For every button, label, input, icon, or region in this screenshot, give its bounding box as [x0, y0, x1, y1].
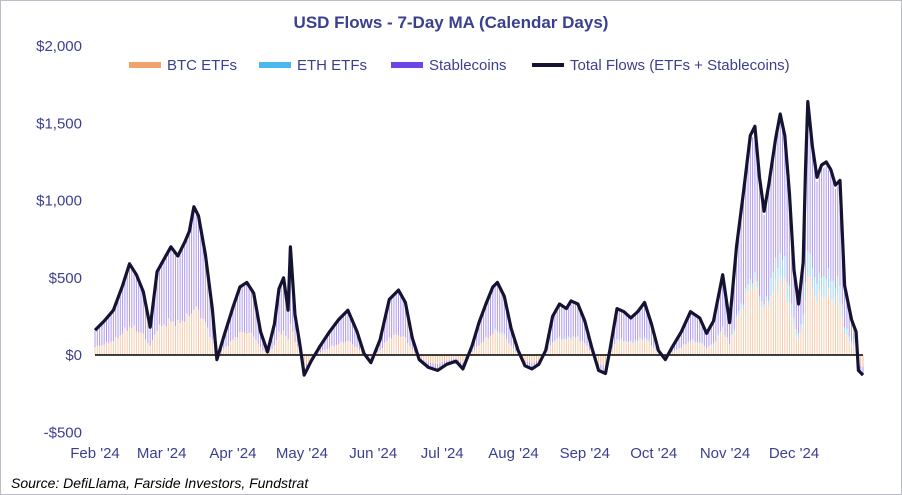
y-tick-label: -$500	[44, 424, 82, 441]
x-tick-label: Oct '24	[630, 445, 677, 462]
legend-label-eth-etfs: ETH ETFs	[297, 57, 367, 74]
y-tick-label: $2,000	[36, 38, 82, 55]
total-flows-line	[93, 100, 865, 377]
x-tick-label: Sep '24	[560, 445, 610, 462]
y-axis: $2,000 $1,500 $1,000 $500 $0 -$500	[36, 38, 82, 441]
x-tick-label: Nov '24	[700, 445, 750, 462]
x-tick-label: May '24	[276, 445, 328, 462]
x-tick-label: Jun '24	[349, 445, 397, 462]
x-tick-label: Aug '24	[488, 445, 538, 462]
y-tick-label: $0	[65, 347, 82, 364]
x-tick-label: Apr '24	[209, 445, 256, 462]
x-tick-label: Mar '24	[137, 445, 187, 462]
legend: BTC ETFs ETH ETFs Stablecoins Total Flow…	[129, 57, 790, 74]
x-tick-label: Dec '24	[769, 445, 819, 462]
legend-label-stablecoins: Stablecoins	[429, 57, 507, 74]
source-note: Source: DefiLlama, Farside Investors, Fu…	[11, 475, 309, 491]
legend-swatch-stablecoins	[391, 62, 423, 68]
y-tick-label: $1,500	[36, 115, 82, 132]
legend-swatch-eth-etfs	[259, 62, 291, 68]
x-tick-label: Feb '24	[70, 445, 120, 462]
x-axis: Feb '24 Mar '24 Apr '24 May '24 Jun '24 Jul '…	[70, 445, 819, 462]
legend-swatch-btc-etfs	[129, 62, 161, 68]
y-tick-label: $1,000	[36, 193, 82, 210]
legend-label-total-flows: Total Flows (ETFs + Stablecoins)	[570, 57, 790, 74]
legend-label-btc-etfs: BTC ETFs	[167, 57, 237, 74]
chart-title: USD Flows - 7-Day MA (Calendar Days)	[294, 13, 609, 32]
x-tick-label: Jul '24	[421, 445, 464, 462]
y-tick-label: $500	[49, 270, 82, 287]
